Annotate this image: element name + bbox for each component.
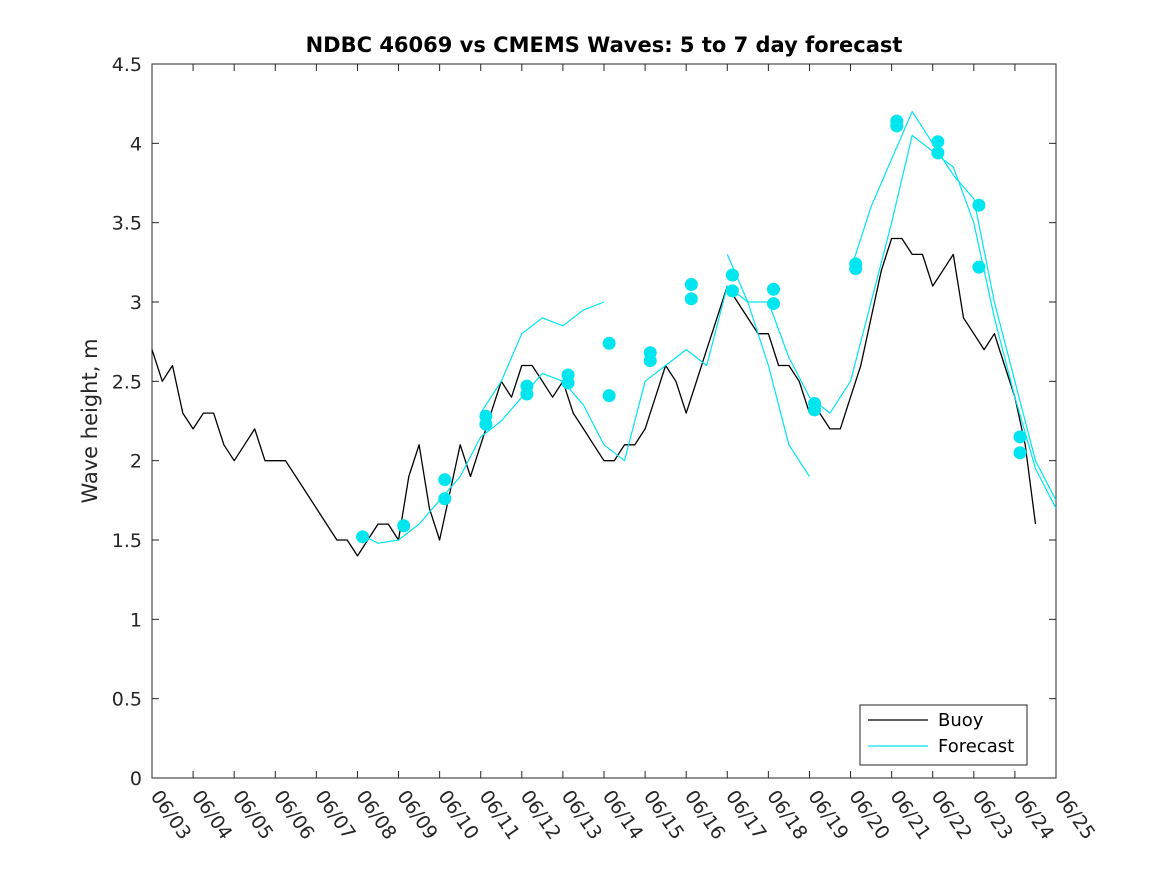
forecast-point	[397, 519, 411, 533]
forecast-point	[808, 397, 822, 411]
forecast-point	[931, 135, 945, 149]
chart-title: NDBC 46069 vs CMEMS Waves: 5 to 7 day fo…	[306, 33, 903, 57]
forecast-point	[438, 492, 452, 506]
y-axis-label: Wave height, m	[78, 338, 102, 503]
forecast-point	[725, 268, 739, 282]
forecast-point	[931, 146, 945, 160]
legend-box	[859, 704, 1028, 766]
forecast-point	[849, 257, 863, 271]
y-tick-label: 0	[130, 768, 142, 790]
y-tick-label: 1	[130, 609, 142, 631]
forecast-series-line	[726, 254, 811, 477]
y-tick-label: 3.5	[112, 213, 142, 235]
legend-buoy-label: Buoy	[938, 710, 984, 731]
buoy-series-line	[151, 237, 1037, 557]
forecast-point	[972, 198, 986, 212]
forecast-point	[767, 282, 780, 296]
y-tick-label: 1.5	[112, 530, 142, 552]
forecast-point	[767, 297, 780, 311]
forecast-point	[602, 336, 616, 350]
forecast-point	[643, 346, 657, 360]
forecast-point	[1013, 430, 1027, 444]
forecast-point	[890, 114, 904, 128]
y-tick-label: 0.5	[112, 689, 142, 711]
forecast-point	[479, 409, 493, 423]
y-tick-label: 2	[130, 451, 142, 473]
forecast-point	[972, 260, 986, 274]
legend-forecast-label: Forecast	[938, 736, 1014, 757]
y-tick-label: 4.5	[112, 54, 142, 76]
forecast-point	[1013, 446, 1027, 460]
forecast-series-line	[849, 110, 1057, 501]
y-tick-label: 4	[130, 133, 142, 155]
forecast-point	[684, 278, 698, 292]
forecast-point	[602, 389, 616, 403]
y-tick-label: 2.5	[112, 371, 142, 393]
forecast-point	[684, 292, 698, 306]
y-tick-label: 3	[130, 292, 142, 314]
forecast-point	[438, 473, 452, 487]
forecast-point	[520, 379, 534, 393]
legend: Buoy Forecast	[859, 704, 1028, 766]
forecast-point	[561, 368, 575, 382]
forecast-point	[356, 530, 370, 544]
forecast-point	[725, 284, 739, 298]
forecast-series-line	[480, 301, 605, 414]
